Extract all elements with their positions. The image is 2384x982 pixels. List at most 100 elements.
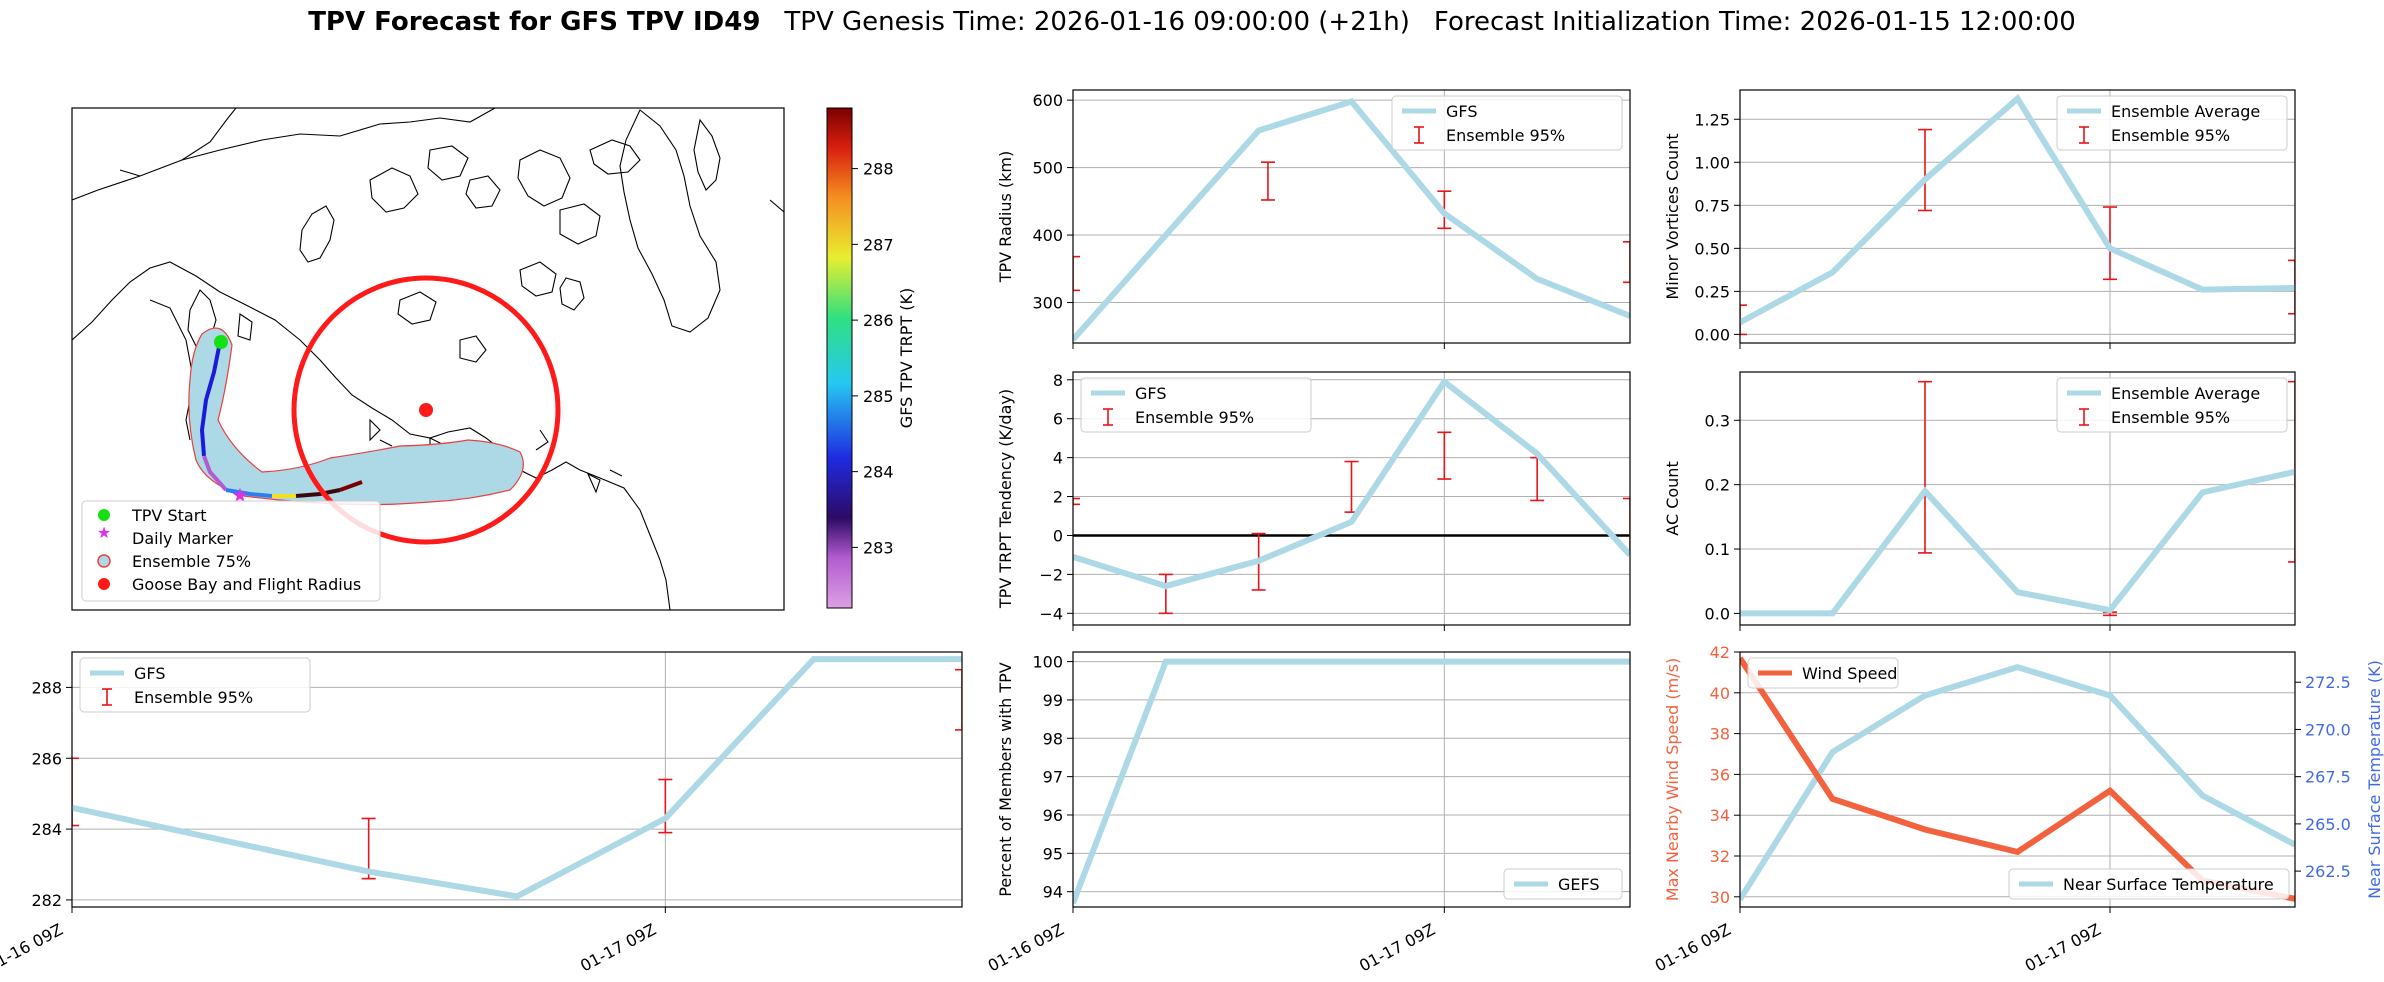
legend: GFS Ensemble 95% [79,657,311,713]
y-tick-label: 0 [1053,526,1063,545]
tpv-start-marker [214,335,228,349]
axes-frame [1072,89,1631,344]
error-bar [72,757,79,827]
axes-frame [1739,89,2296,344]
y-tick-label: 98 [1043,729,1063,748]
legend-label: Wind Speed [1802,664,1897,683]
error-bar [955,668,962,731]
series-line [1073,377,1630,590]
legend-label: GEFS [1558,875,1600,894]
y-tick-label: 99 [1043,691,1063,710]
legend: GFS Ensemble 95% [1080,377,1312,433]
legend-label: Ensemble 95% [2111,126,2230,145]
title-init: Forecast Initialization Time: 2026-01-15… [1434,7,2076,37]
y-tick-label: 34 [1710,806,1730,825]
y-axis-label: Max Nearby Wind Speed (m/s) [1663,658,1682,901]
axes-frame [1072,651,1631,908]
y-tick-label: 0.75 [1694,196,1730,215]
axes-frame [71,651,963,908]
legend-label: Near Surface Temperature [2063,875,2274,894]
y-tick-label: 95 [1043,844,1063,863]
error-bar [1073,497,1080,506]
y-tick-label: 0.50 [1694,239,1730,258]
y-tick-label: 8 [1053,371,1063,390]
chart-trpt: 282 284 286 288 01-16 09Z 01-17 09Z GFS Ensembl… [0,651,963,976]
legend-label: Ensemble 95% [134,688,253,707]
x-tick-label: 01-17 09Z [1356,920,1438,976]
colorbar-tick-label: 286 [863,311,894,330]
y-tick-label: 1.25 [1694,110,1730,129]
error-bar [2288,259,2295,315]
y-tick-label: 284 [31,820,62,839]
y-tick-label: 38 [1710,725,1730,744]
legend-label: Ensemble 95% [1135,408,1254,427]
plot-area [1740,656,2295,902]
ensemble-75-region [188,327,524,506]
y-tick-label: 4 [1053,449,1063,468]
legend-star-icon: ★ [97,523,111,542]
y-tick-label: 94 [1043,883,1063,902]
legend: Ensemble Average Ensemble 95% [2056,377,2288,433]
legend-start-icon [98,509,110,521]
legend: Near Surface Temperature [2008,868,2290,900]
series-line [1740,94,2295,325]
legend-label: Ensemble 95% [2111,408,2230,427]
y-tick-label: −4 [1039,604,1063,623]
y-axis-label: Percent of Members with TPV [996,662,1015,896]
chart-ac: 0.0 0.1 0.2 0.3 Ensemble Average Ensemble 95%… [1663,371,2296,631]
x-tick-label: 01-17 09Z [2022,920,2104,976]
flight-radius-circle [291,275,561,545]
legend-label: Ensemble Average [2111,102,2260,121]
track-segment [339,480,363,492]
colorbar: 283 284 285 286 287 288 GFS TPV TRPT (K) [826,107,916,609]
series-line-temperature [1740,663,2295,902]
y2-tick-label: 272.5 [2305,673,2351,692]
y-tick-label: 0.2 [1705,476,1730,495]
error-bar [658,778,673,834]
y-tick-label: 600 [1032,91,1063,110]
y-axis-label: AC Count [1663,461,1682,535]
legend-label: GFS [134,664,165,683]
legend-label: Daily Marker [132,529,233,548]
error-bar [1344,460,1359,513]
error-bar [1073,255,1080,292]
colorbar-tick-label: 288 [863,160,894,179]
y-tick-label: 1.00 [1694,153,1730,172]
y-tick-label: 36 [1710,765,1730,784]
y2-tick-label: 270.0 [2305,720,2351,739]
y-tick-label: 32 [1710,847,1730,866]
colorbar-tick-label: 284 [863,463,894,482]
y-tick-label: 300 [1032,294,1063,313]
track-segment [295,488,341,498]
legend-label: GFS [1135,384,1166,403]
x-tick-label: 01-17 09Z [577,920,659,976]
plot-area [1073,98,1630,342]
error-bar [1158,573,1173,615]
error-bar [1918,380,1932,554]
y-tick-label: 288 [31,678,62,697]
error-bar [1260,161,1275,201]
y-tick-label: 0.3 [1705,411,1730,430]
axes-frame [1072,371,1631,626]
y2-tick-label: 262.5 [2305,862,2351,881]
y-tick-label: 100 [1032,653,1063,672]
legend-label: Ensemble Average [2111,384,2260,403]
error-bar [1530,456,1545,502]
legend: GEFS [1503,868,1623,900]
y-axis-label: TPV TRPT Tendency (K/day) [996,389,1015,609]
y-tick-label: 0.25 [1694,282,1730,301]
error-bar [1740,304,1747,336]
chart-minor: 0.00 0.25 0.50 0.75 1.00 1.25 Ensemble Average… [1663,89,2296,349]
x-tick-label: 01-16 09Z [0,920,66,976]
axes-frame [1739,371,2296,626]
error-bar [1623,241,1630,284]
map-legend: ★ TPV Start Daily Marker Ensemble 75% Go… [81,500,381,602]
legend-goose-icon [98,578,110,590]
y-tick-label: −2 [1039,565,1063,584]
legend-label: TPV Start [131,506,207,525]
y-tick-label: 0.1 [1705,540,1730,559]
x-tick-label: 01-16 09Z [985,920,1067,976]
series-line [1073,658,1630,905]
y-axis-label: Minor Vortices Count [1663,133,1682,299]
